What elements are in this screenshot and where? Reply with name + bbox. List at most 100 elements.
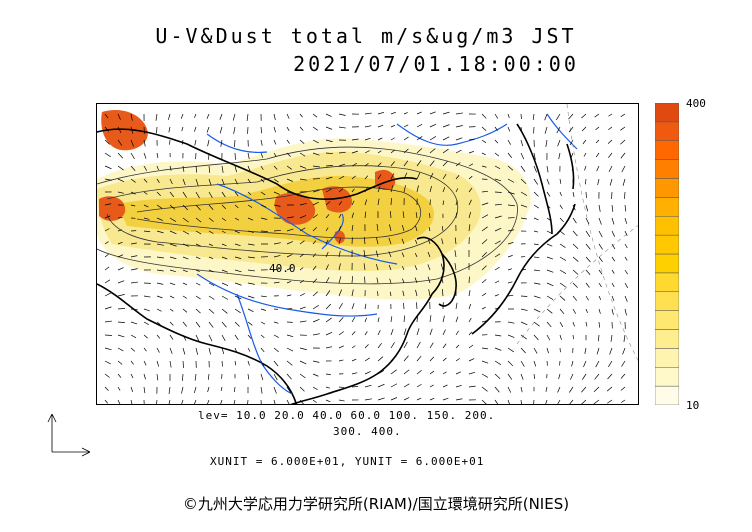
wind-vector — [569, 399, 574, 404]
wind-vector — [546, 334, 551, 341]
wind-vector — [403, 124, 409, 128]
wind-vector — [585, 217, 590, 225]
wind-vector — [596, 165, 600, 172]
wind-vector — [520, 321, 528, 326]
wind-vector — [442, 357, 447, 362]
wind-vector — [569, 386, 574, 393]
wind-vector — [544, 113, 548, 121]
wind-vector — [442, 397, 449, 401]
wind-vector — [273, 268, 281, 271]
wind-vector — [273, 191, 280, 195]
wind-vector — [494, 280, 500, 284]
wind-vector — [581, 399, 587, 404]
wind-vector — [533, 204, 539, 209]
wind-vector — [221, 204, 227, 210]
wind-vector — [520, 308, 528, 311]
wind-vector — [455, 358, 460, 362]
wind-vector — [416, 172, 421, 180]
wind-vector — [364, 175, 369, 180]
japan-coast — [471, 203, 576, 335]
wind-vector — [620, 152, 626, 159]
wind-vector — [572, 282, 578, 288]
wind-vector — [507, 152, 513, 158]
wind-vector — [611, 243, 616, 250]
wind-vector — [427, 264, 431, 271]
wind-vector — [130, 360, 134, 365]
wind-vector — [168, 126, 171, 133]
wind-vector — [390, 316, 393, 323]
wind-vector — [390, 111, 396, 115]
wind-vector — [533, 334, 539, 341]
wind-vector — [559, 269, 567, 274]
wind-vector — [559, 334, 562, 340]
wind-vector — [143, 230, 151, 233]
wind-vector — [156, 347, 160, 353]
wind-vector — [520, 152, 525, 160]
colorbar-swatch — [655, 178, 679, 198]
wind-vector — [494, 178, 502, 182]
wind-vector — [401, 224, 405, 232]
wind-vector — [312, 360, 320, 363]
wind-vector — [572, 321, 575, 327]
wind-vector — [441, 276, 444, 284]
wind-vector — [247, 269, 255, 272]
wind-vector — [299, 253, 304, 258]
wind-vector — [364, 187, 368, 193]
wind-vector — [312, 240, 317, 245]
levels-line-1: lev= 10.0 20.0 40.0 60.0 100. 150. 200. — [198, 409, 496, 422]
wind-vector — [429, 315, 432, 323]
wind-vector — [594, 113, 600, 118]
wind-vector — [494, 215, 502, 219]
wind-vector — [494, 386, 500, 393]
wind-vector — [169, 295, 175, 299]
colorbar-swatch — [655, 385, 679, 405]
wind-vector — [401, 238, 405, 245]
wind-vector — [130, 308, 138, 311]
wind-vector — [219, 126, 223, 134]
wind-vector — [585, 295, 589, 301]
wind-vector — [468, 150, 475, 154]
wind-vector — [312, 139, 319, 144]
wind-vector — [608, 360, 613, 368]
wind-vector — [338, 126, 346, 129]
wind-vector — [286, 308, 293, 310]
wind-vector — [312, 291, 318, 297]
colorbar-swatch — [655, 197, 679, 217]
wind-vector — [286, 152, 291, 157]
wind-vector — [494, 266, 500, 271]
wind-vector — [520, 347, 526, 354]
wind-vector — [221, 308, 228, 314]
wind-vector — [559, 282, 566, 288]
wind-vector — [520, 399, 522, 404]
wind-vector — [169, 282, 176, 286]
wind-vector — [182, 334, 187, 341]
wind-vector — [234, 165, 237, 173]
wind-vector — [533, 191, 539, 197]
wind-vector — [481, 239, 488, 245]
colorbar-swatch — [655, 253, 679, 274]
wind-vector — [494, 191, 502, 193]
wind-vector — [117, 241, 123, 245]
wind-vector — [533, 269, 540, 272]
wind-vector — [182, 282, 188, 286]
river — [236, 293, 293, 395]
wind-vector — [390, 137, 395, 141]
wind-vector — [609, 347, 613, 355]
wind-vector — [520, 360, 525, 367]
wind-vector — [104, 241, 109, 245]
wind-vector — [247, 256, 255, 259]
wind-vector — [338, 213, 342, 219]
wind-vector — [533, 308, 541, 313]
wind-vector — [104, 306, 112, 310]
wind-vector — [442, 148, 449, 154]
wind-vector — [377, 124, 384, 128]
wind-vector — [403, 355, 409, 362]
wind-vector — [377, 198, 380, 206]
wind-vector — [169, 269, 176, 273]
wind-vector — [455, 316, 459, 323]
wind-vector — [208, 204, 214, 210]
wind-vector — [364, 398, 372, 401]
wind-vector — [468, 344, 474, 349]
wind-vector — [156, 178, 160, 183]
wind-vector — [455, 344, 460, 349]
